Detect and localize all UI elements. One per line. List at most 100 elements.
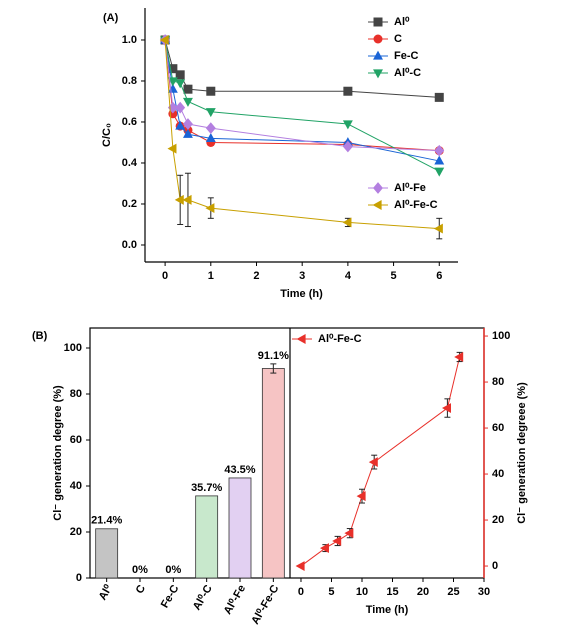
- legend-marker: [373, 17, 383, 27]
- legend-marker: [373, 182, 383, 194]
- marker: [205, 132, 216, 142]
- marker: [342, 120, 353, 130]
- x-tick-label: 20: [417, 586, 429, 598]
- legend-label: Al⁰-Fe-C: [394, 199, 438, 211]
- marker: [183, 128, 193, 138]
- marker: [183, 97, 193, 107]
- x-tick-label: 30: [478, 586, 490, 598]
- x-tick-label: Al⁰-Fe-C: [249, 583, 281, 627]
- legend-label: Al⁰: [394, 16, 410, 28]
- y-axis-label: Cl⁻ generation degree (%): [52, 385, 64, 521]
- marker: [433, 223, 443, 234]
- y-tick-label: 60: [492, 422, 504, 434]
- y-tick-label: 40: [492, 468, 504, 480]
- x-tick-label: Al⁰-Fe: [222, 583, 248, 617]
- y-tick-label: 20: [492, 514, 504, 526]
- x-tick-label: 0: [162, 270, 168, 282]
- y-tick-label: 100: [64, 342, 82, 354]
- marker: [175, 70, 185, 80]
- x-axis-label: Time (h): [366, 604, 409, 616]
- marker: [356, 491, 366, 502]
- marker: [434, 144, 445, 157]
- panel-label: (B): [32, 330, 48, 342]
- marker: [368, 457, 378, 468]
- legend-label: C: [394, 33, 402, 45]
- legend-label: Al⁰-Fe: [394, 182, 426, 194]
- x-tick-label: 4: [345, 270, 352, 282]
- marker: [342, 140, 353, 153]
- value-label: 91.1%: [258, 350, 289, 362]
- marker: [175, 101, 186, 114]
- legend-label: Al⁰-Fe-C: [318, 333, 362, 345]
- marker: [434, 167, 445, 177]
- y-tick-label: 0.4: [122, 157, 138, 169]
- bar: [228, 477, 252, 579]
- marker: [174, 194, 184, 205]
- y-tick-label: 40: [70, 480, 82, 492]
- marker: [206, 86, 216, 96]
- legend-label: Al⁰-C: [394, 67, 421, 79]
- marker: [205, 122, 216, 134]
- bar: [195, 495, 219, 579]
- marker: [342, 217, 352, 228]
- marker: [183, 118, 193, 130]
- x-tick-label: Al⁰-C: [191, 583, 215, 612]
- x-tick-label: 2: [253, 270, 259, 282]
- value-label: 0%: [132, 564, 148, 576]
- y-tick-label: 0: [76, 572, 82, 584]
- series-line: [300, 356, 461, 567]
- y-tick-label: 100: [492, 330, 510, 342]
- marker: [205, 108, 216, 118]
- x-tick-label: C: [134, 583, 148, 596]
- value-label: 0%: [165, 564, 181, 576]
- marker: [454, 352, 464, 362]
- x-tick-label: 25: [447, 586, 459, 598]
- x-tick-label: Fe-C: [159, 583, 182, 610]
- marker: [159, 35, 169, 45]
- marker: [332, 536, 342, 546]
- x-tick-label: 5: [391, 270, 397, 282]
- x-axis-label: Time (h): [280, 288, 323, 300]
- marker: [295, 561, 305, 571]
- legend-label: Fe-C: [394, 50, 419, 62]
- y-axis-label: C/C₀: [101, 123, 113, 147]
- plot-frame: [89, 327, 485, 579]
- x-tick-label: 1: [208, 270, 214, 282]
- marker: [205, 203, 215, 214]
- legend-marker: [373, 50, 383, 60]
- y-tick-label: 0.6: [122, 116, 137, 128]
- marker: [167, 83, 178, 93]
- value-label: 21.4%: [91, 515, 122, 527]
- panel-label: (A): [103, 12, 119, 24]
- marker: [434, 92, 444, 102]
- value-label: 35.7%: [191, 482, 222, 494]
- value-label: 43.5%: [224, 464, 255, 476]
- y-tick-label: 0.8: [122, 75, 137, 87]
- y-tick-label: 80: [70, 388, 82, 400]
- legend-marker: [372, 200, 382, 210]
- marker: [168, 64, 178, 74]
- marker: [441, 403, 451, 413]
- y2-axis-label: Cl⁻ generation degreee (%): [516, 382, 528, 524]
- marker: [319, 543, 329, 554]
- y-tick-label: 0: [492, 560, 498, 572]
- bar: [95, 528, 119, 579]
- marker: [175, 120, 186, 130]
- x-tick-label: 3: [299, 270, 305, 282]
- marker: [167, 143, 177, 154]
- legend-marker: [296, 334, 306, 344]
- marker: [434, 155, 445, 165]
- y-tick-label: 0.2: [122, 198, 137, 210]
- x-tick-label: 0: [298, 586, 304, 598]
- marker: [344, 528, 354, 539]
- y-tick-label: 60: [70, 434, 82, 446]
- legend-marker: [373, 34, 383, 44]
- x-tick-label: 10: [356, 586, 368, 598]
- y-tick-label: 80: [492, 376, 504, 388]
- marker: [183, 84, 193, 94]
- x-tick-label: Al⁰: [97, 582, 115, 602]
- y-tick-label: 1.0: [122, 34, 137, 46]
- marker: [175, 79, 186, 89]
- legend-marker: [373, 69, 383, 79]
